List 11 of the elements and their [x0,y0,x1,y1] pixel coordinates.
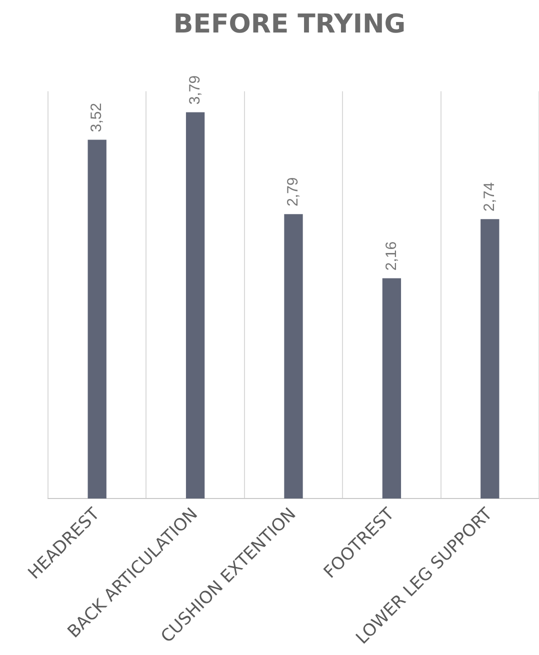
data-label: 2,79 [284,177,302,206]
data-label: 2,16 [382,241,400,271]
data-label: 2,74 [481,182,498,212]
data-label: 3,52 [88,102,106,132]
bar [480,219,500,499]
bar [382,278,402,499]
bar [284,214,303,499]
chart-title: BEFORE TRYING [173,9,406,40]
bar [88,140,106,499]
bar [186,112,205,499]
data-label: 3,79 [186,75,204,105]
